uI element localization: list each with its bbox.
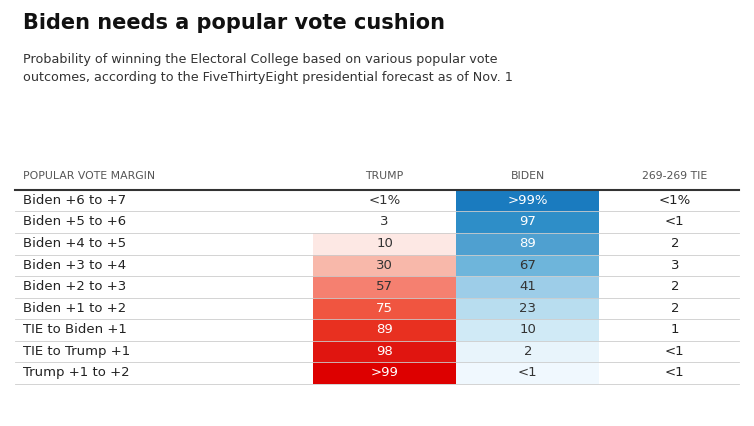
Text: Probability of winning the Electoral College based on various popular vote
outco: Probability of winning the Electoral Col… (23, 53, 513, 84)
Text: 2: 2 (670, 236, 679, 249)
Text: >99: >99 (371, 366, 398, 378)
Text: BIDEN: BIDEN (510, 170, 545, 180)
Bar (456, 298, 599, 320)
Bar (456, 276, 599, 298)
Text: 57: 57 (376, 279, 393, 292)
Text: <1%: <1% (659, 193, 691, 206)
Text: <1: <1 (665, 366, 685, 378)
Text: Biden +5 to +6: Biden +5 to +6 (23, 215, 126, 228)
Text: Biden +6 to +7: Biden +6 to +7 (23, 193, 126, 206)
Text: 30: 30 (376, 258, 393, 271)
Bar (313, 190, 456, 212)
Text: 2: 2 (670, 301, 679, 314)
Bar (456, 363, 599, 384)
Text: <1: <1 (665, 344, 685, 357)
Text: 89: 89 (376, 322, 393, 335)
Bar (313, 320, 456, 341)
Bar (456, 255, 599, 276)
Bar (456, 233, 599, 255)
Text: Biden +1 to +2: Biden +1 to +2 (23, 301, 126, 314)
Text: 2: 2 (523, 344, 532, 357)
Text: 75: 75 (376, 301, 393, 314)
Text: 23: 23 (520, 301, 536, 314)
Text: Biden +4 to +5: Biden +4 to +5 (23, 236, 126, 249)
Bar (313, 233, 456, 255)
Bar (313, 276, 456, 298)
Text: 97: 97 (520, 215, 536, 228)
Text: 1: 1 (670, 322, 679, 335)
Text: Biden needs a popular vote cushion: Biden needs a popular vote cushion (23, 13, 445, 33)
Text: 67: 67 (520, 258, 536, 271)
Text: TRUMP: TRUMP (366, 170, 403, 180)
Text: <1: <1 (665, 215, 685, 228)
Text: 98: 98 (376, 344, 393, 357)
Text: <1%: <1% (369, 193, 400, 206)
Bar (456, 212, 599, 233)
Bar (313, 255, 456, 276)
Bar (313, 298, 456, 320)
Bar (313, 363, 456, 384)
Bar (313, 341, 456, 363)
Text: Biden +2 to +3: Biden +2 to +3 (23, 279, 126, 292)
Text: 89: 89 (520, 236, 536, 249)
Text: POPULAR VOTE MARGIN: POPULAR VOTE MARGIN (23, 170, 155, 180)
Text: 10: 10 (376, 236, 393, 249)
Text: 269-269 TIE: 269-269 TIE (642, 170, 707, 180)
Text: Trump +1 to +2: Trump +1 to +2 (23, 366, 129, 378)
Text: <1: <1 (518, 366, 538, 378)
Bar (313, 212, 456, 233)
Text: 3: 3 (670, 258, 679, 271)
Text: TIE to Biden +1: TIE to Biden +1 (23, 322, 127, 335)
Text: 3: 3 (380, 215, 389, 228)
Text: 41: 41 (520, 279, 536, 292)
Text: >99%: >99% (507, 193, 548, 206)
Text: TIE to Trump +1: TIE to Trump +1 (23, 344, 130, 357)
Text: Biden +3 to +4: Biden +3 to +4 (23, 258, 126, 271)
Bar (456, 320, 599, 341)
Text: 10: 10 (520, 322, 536, 335)
Bar (456, 341, 599, 363)
Bar (456, 190, 599, 212)
Text: 2: 2 (670, 279, 679, 292)
